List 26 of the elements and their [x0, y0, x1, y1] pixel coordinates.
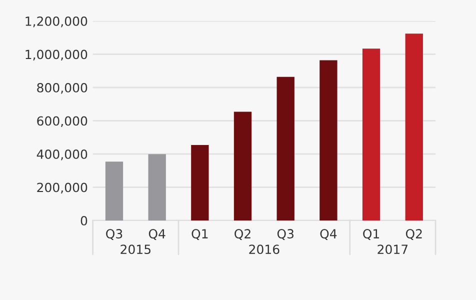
x-tick-label: Q2 — [406, 229, 422, 240]
y-tick-label: 1,000,000 — [26, 50, 88, 60]
y-tick-label: 200,000 — [37, 182, 88, 194]
x-tick-label: Q1 — [363, 229, 380, 240]
x-tick-label: Q4 — [320, 229, 337, 240]
x-tick-label: Q3 — [106, 229, 122, 240]
text: 2016 — [249, 244, 280, 254]
x-tick-label: Q3 — [277, 229, 294, 240]
y-tick-label: 400,000 — [36, 149, 88, 160]
y-tick-label: 0 — [80, 216, 88, 226]
bar — [105, 162, 124, 220]
y-tick-label: 600,000 — [37, 116, 88, 127]
text: 2015 — [120, 244, 150, 254]
bar — [362, 48, 380, 220]
x-tick-label: Q4 — [148, 229, 166, 240]
bar — [276, 76, 294, 220]
bar — [405, 34, 423, 220]
y-tick-label: 1,200,000 — [26, 16, 88, 28]
y-tick-label: 800,000 — [37, 82, 88, 94]
bar — [234, 112, 252, 220]
bar — [148, 154, 166, 220]
text: 2017 — [378, 244, 408, 254]
bar — [320, 60, 338, 220]
bar — [191, 144, 209, 220]
x-tick-label: Q2 — [234, 229, 250, 240]
x-tick-label: Q1 — [192, 229, 208, 240]
